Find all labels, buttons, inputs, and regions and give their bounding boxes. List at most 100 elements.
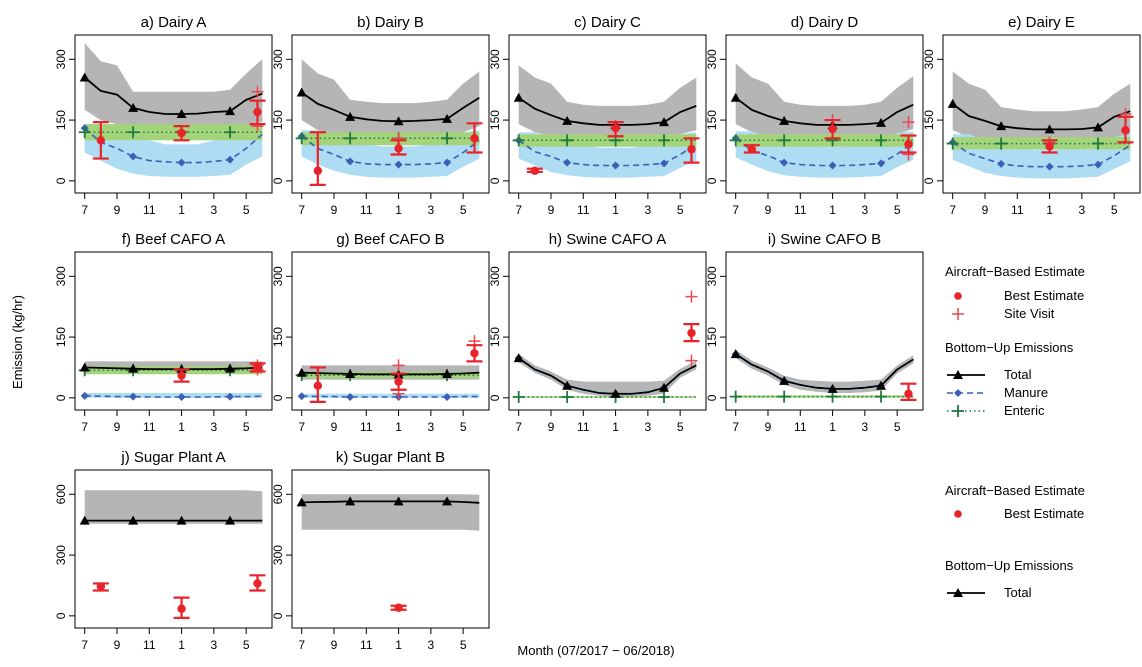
legend-bottomup-title: Bottom−Up Emissions <box>945 340 1074 355</box>
x-tick-label: 9 <box>765 203 772 217</box>
total-marker <box>345 496 356 506</box>
total-band <box>952 71 1131 147</box>
enteric-band <box>518 134 697 147</box>
total-marker <box>128 515 139 525</box>
total-line <box>735 97 914 126</box>
y-tick-label: 0 <box>271 177 285 184</box>
x-tick-label: 5 <box>243 203 250 217</box>
x-tick-label: 5 <box>677 420 684 434</box>
x-tick-label: 9 <box>114 420 121 434</box>
total-line <box>84 76 263 115</box>
y-tick-label: 0 <box>54 177 68 184</box>
best-estimate-point <box>1045 142 1054 151</box>
best-estimate-point <box>530 166 540 175</box>
total-line <box>952 103 1131 131</box>
manure-marker <box>80 391 89 400</box>
total-marker <box>225 363 236 373</box>
total-marker <box>345 368 356 378</box>
panel-title: f) Beef CAFO A <box>122 231 225 248</box>
enteric-marker <box>778 390 791 403</box>
y-tick-label: 150 <box>705 327 719 347</box>
x-tick-label: 5 <box>460 203 467 217</box>
total-band <box>84 43 263 137</box>
best-estimate-point <box>470 134 479 143</box>
x-tick-label: 7 <box>732 420 739 434</box>
legend2-total-marker <box>947 588 985 597</box>
site-visit-marker <box>251 85 264 98</box>
total-marker <box>513 92 524 102</box>
panel-title: d) Dairy D <box>791 14 859 31</box>
total-marker <box>1093 122 1104 132</box>
legend-aircraft-title: Aircraft−Based Estimate <box>945 264 1085 279</box>
total-marker <box>730 349 741 359</box>
x-tick-label: 3 <box>428 203 435 217</box>
panel-plot-area <box>295 59 483 186</box>
y-tick-label: 150 <box>705 110 719 130</box>
x-tick-label: 7 <box>298 638 305 652</box>
y-tick-label: 300 <box>271 266 285 286</box>
y-tick-label: 0 <box>705 177 719 184</box>
total-band <box>735 350 914 393</box>
legend2-best-estimate-label: Best Estimate <box>1004 506 1084 521</box>
total-marker <box>610 388 621 398</box>
best-estimate-point <box>253 363 262 372</box>
total-band <box>735 63 914 144</box>
best-estimate-point <box>904 389 913 398</box>
total-band <box>518 354 697 397</box>
y-tick-label: 300 <box>54 49 68 69</box>
manure-marker <box>1045 162 1054 171</box>
x-tick-label: 9 <box>114 203 121 217</box>
total-marker <box>296 87 307 97</box>
panel-plot-area <box>729 63 917 178</box>
legend-manure-marker <box>947 389 985 397</box>
total-marker <box>659 382 670 392</box>
x-tick-label: 11 <box>577 203 590 217</box>
panel-plot-area <box>946 71 1134 179</box>
site-visit-marker <box>902 116 915 129</box>
x-tick-label: 1 <box>395 203 402 217</box>
enteric-band <box>84 124 263 141</box>
enteric-marker <box>224 126 237 139</box>
legend2-total-label: Total <box>1004 585 1032 600</box>
x-tick-label: 3 <box>645 420 652 434</box>
enteric-marker <box>946 137 959 150</box>
legend-best-estimate-marker <box>954 292 962 300</box>
y-tick-label: 0 <box>271 394 285 401</box>
figure-ylabel: Emission (kg/hr) <box>10 295 25 389</box>
total-marker <box>513 353 524 363</box>
total-marker <box>779 375 790 385</box>
enteric-marker <box>875 134 888 147</box>
manure-line <box>84 127 263 164</box>
panel-frame <box>74 251 273 411</box>
panel-title: a) Dairy A <box>141 14 207 31</box>
total-marker <box>659 117 670 127</box>
y-tick-label: 300 <box>705 49 719 69</box>
x-tick-label: 7 <box>81 203 88 217</box>
x-tick-label: 3 <box>862 420 869 434</box>
manure-marker <box>129 152 138 161</box>
x-tick-label: 11 <box>143 638 156 652</box>
x-tick-label: 3 <box>211 638 218 652</box>
best-estimate-point <box>177 371 186 380</box>
y-tick-label: 300 <box>922 49 936 69</box>
x-tick-label: 9 <box>331 638 338 652</box>
total-marker <box>442 496 453 506</box>
panel-plot-area <box>512 290 700 404</box>
enteric-marker <box>561 391 574 404</box>
x-tick-label: 7 <box>515 420 522 434</box>
manure-line <box>518 139 697 167</box>
x-tick-label: 7 <box>81 638 88 652</box>
x-tick-label: 9 <box>114 638 121 652</box>
manure-marker <box>226 392 235 401</box>
y-tick-label: 300 <box>54 545 68 565</box>
x-tick-label: 1 <box>178 638 185 652</box>
x-tick-label: 5 <box>243 638 250 652</box>
manure-marker <box>346 393 355 402</box>
y-tick-label: 150 <box>271 110 285 130</box>
x-tick-label: 1 <box>829 420 836 434</box>
